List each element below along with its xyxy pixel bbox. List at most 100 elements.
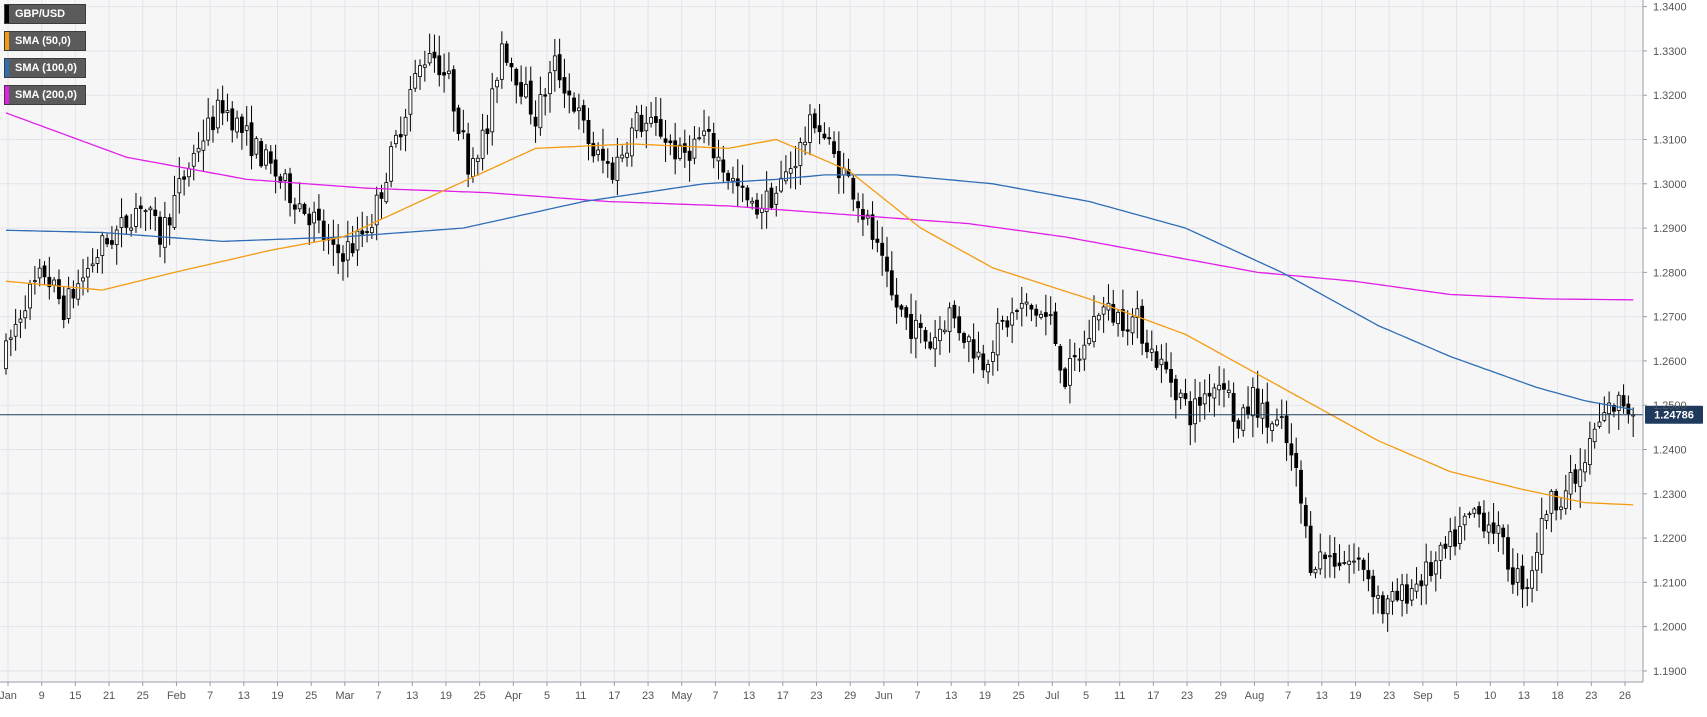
candle-body (1019, 302, 1024, 309)
candle-body (668, 140, 673, 144)
candle-body (451, 69, 456, 112)
candle-body (360, 230, 365, 235)
candle-body (456, 107, 461, 134)
candle-body (1063, 368, 1068, 387)
candle-body (894, 294, 899, 308)
candle-body (629, 127, 634, 157)
sma-200-line (5, 112, 1634, 301)
candle-body (880, 242, 885, 256)
candles (4, 31, 1636, 632)
candle-body (1092, 316, 1096, 343)
legend-item-sma-50[interactable]: SMA (50,0) (4, 31, 86, 51)
candle-body (1087, 338, 1092, 345)
candle-body (793, 165, 798, 169)
x-tick-label: 18 (1552, 690, 1564, 702)
candle-body (697, 137, 702, 140)
y-tick-label: 1.3100 (1653, 135, 1687, 147)
candle-body (283, 173, 288, 181)
sma-100-line (5, 174, 1634, 411)
candle-body (764, 190, 769, 213)
candle-body (18, 318, 23, 323)
candle-body (278, 176, 283, 183)
candle-body (991, 352, 995, 362)
candle-body (471, 158, 475, 177)
candle-body (1015, 310, 1019, 312)
candle-body (90, 263, 95, 267)
candle-body (211, 116, 215, 131)
candle-body (413, 73, 418, 89)
candle-body (909, 314, 913, 339)
candle-body (1602, 412, 1607, 421)
legend-item-price[interactable]: GBP/USD (4, 4, 86, 24)
candle-body (836, 151, 841, 179)
candle-body (1462, 515, 1467, 526)
candle-body (966, 336, 971, 343)
x-tick-label: 19 (1349, 690, 1361, 702)
candle-body (201, 140, 206, 151)
candle-body (244, 125, 249, 131)
candle-body (1289, 443, 1294, 456)
candle-body (432, 51, 437, 59)
candle-body (1535, 551, 1539, 571)
x-tick-label: Feb (167, 690, 186, 702)
candle-body (644, 122, 649, 132)
y-tick-label: 1.1900 (1653, 666, 1687, 678)
candle-body (1472, 508, 1477, 514)
x-tick-label: 21 (103, 690, 115, 702)
candle-body (1544, 514, 1549, 521)
candle-body (1255, 388, 1260, 418)
legend-item-sma-200[interactable]: SMA (200,0) (4, 85, 86, 105)
candle-body (731, 178, 735, 182)
candle-body (596, 149, 601, 155)
candle-body (408, 89, 413, 115)
candle-body (1154, 351, 1159, 368)
candle-body (1145, 342, 1149, 353)
x-tick-label: 7 (712, 690, 718, 702)
candle-body (1438, 544, 1443, 561)
candle-body (1616, 394, 1621, 411)
sma-50-line (5, 138, 1634, 506)
candle-body (389, 146, 394, 182)
candle-body (524, 83, 528, 98)
candle-body (427, 53, 432, 64)
candle-body (928, 341, 933, 349)
candle-body (1385, 598, 1390, 615)
last-price-label: 1.24786 (1654, 410, 1694, 422)
candle-body (933, 337, 938, 350)
candle-body (1207, 392, 1212, 397)
candle-body (918, 322, 923, 329)
candle-body (182, 176, 187, 180)
candle-body (143, 210, 148, 213)
x-axis: Jan 9 15 21 25 Feb 7 13 19 25 Mar 7 13 19 25 Apr 5 11 17 23… (0, 681, 1643, 702)
candle-body (1236, 420, 1241, 429)
x-tick-label: 23 (1181, 690, 1193, 702)
legend-item-sma-100[interactable]: SMA (100,0) (4, 58, 86, 78)
candle-body (1308, 525, 1313, 573)
candle-body (1395, 590, 1400, 601)
candle-body (336, 244, 341, 254)
candle-body (938, 328, 942, 342)
candle-body (1491, 522, 1496, 534)
candle-body (312, 211, 317, 224)
candle-body (721, 159, 726, 173)
candle-body (499, 43, 504, 80)
candle-body (1048, 314, 1053, 317)
moving-averages (5, 112, 1634, 506)
legend-label: SMA (100,0) (15, 62, 77, 74)
candle-body (345, 241, 350, 261)
candle-body (1275, 419, 1279, 426)
candle-body (1612, 405, 1616, 412)
candle-body (783, 171, 788, 182)
candle-body (995, 322, 1000, 356)
candle-body (740, 185, 745, 188)
candle-body (71, 288, 76, 299)
legend-label: SMA (200,0) (15, 89, 77, 101)
candle-body (1376, 595, 1380, 599)
candle-body (846, 169, 851, 177)
x-tick-label: Aug (1245, 690, 1265, 702)
candle-body (1457, 526, 1462, 544)
candle-body (206, 117, 211, 141)
x-tick-label: 5 (1454, 690, 1460, 702)
candle-body (1246, 406, 1250, 415)
candle-body (601, 148, 605, 161)
